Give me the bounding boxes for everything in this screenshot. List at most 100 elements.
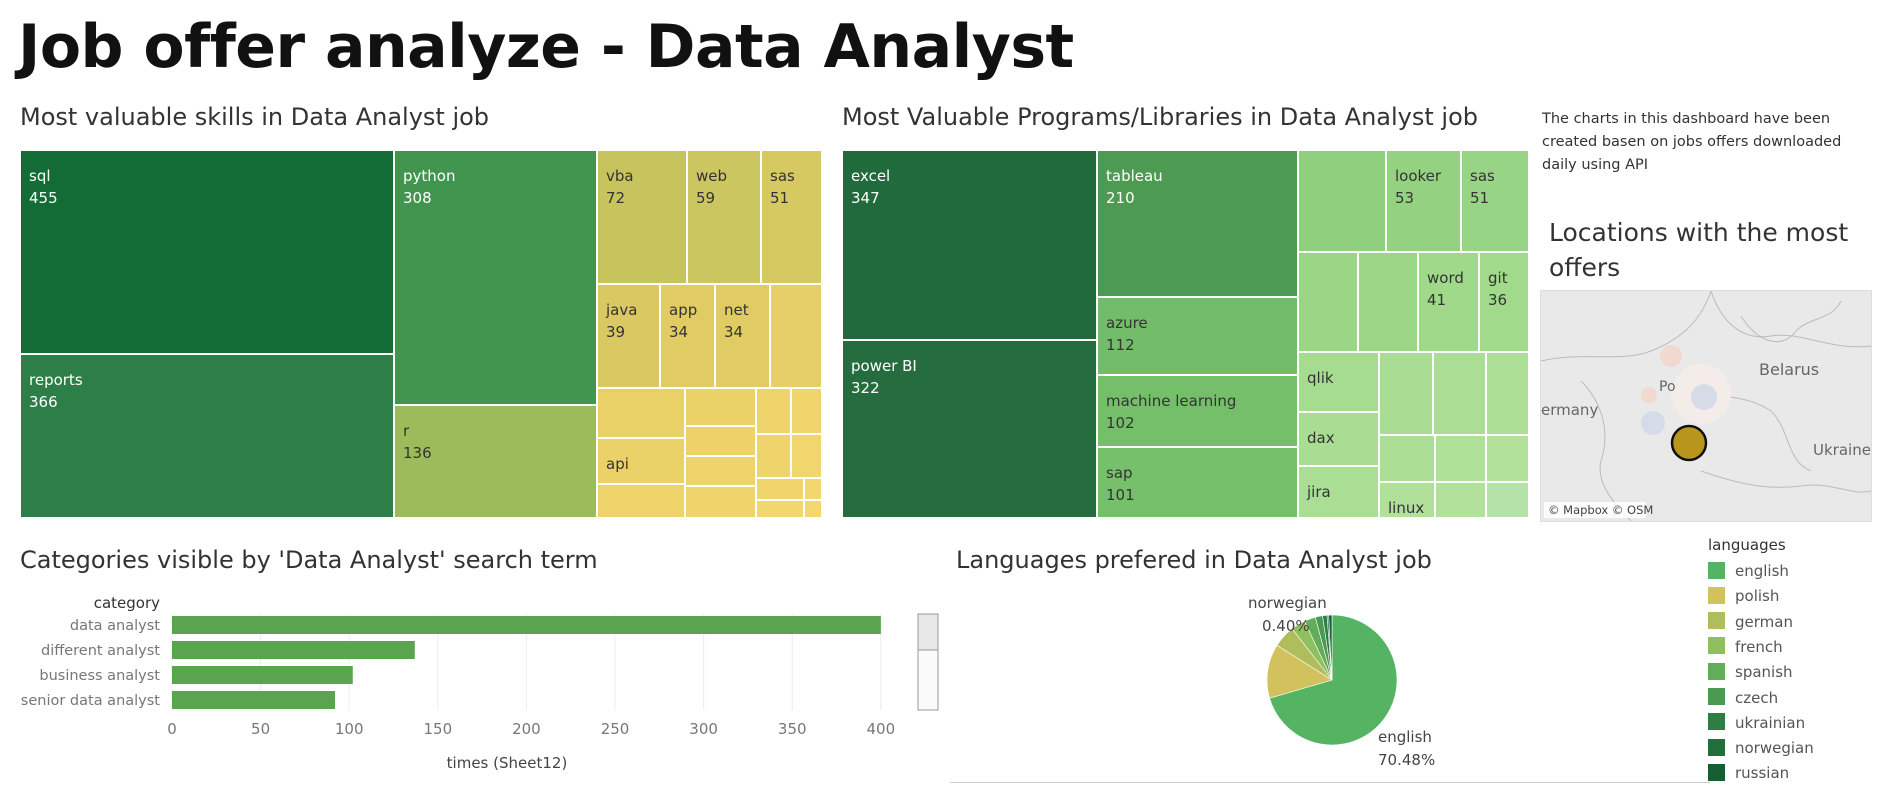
dashboard-title: Job offer analyze - Data Analyst [18,12,1074,82]
legend-label: czech [1735,688,1779,707]
treemap-cell-sas[interactable]: sas 51 [761,150,822,284]
bar-senior-data-analyst[interactable] [172,691,336,709]
pie-slice-russian[interactable] [1328,614,1333,681]
treemap-cell[interactable] [685,456,756,486]
treemap-cell-machine-learning[interactable]: machine learning 102 [1097,375,1298,447]
treemap-cell-dax[interactable]: dax [1298,412,1379,466]
treemap-cell[interactable] [756,434,791,478]
treemap-cell[interactable] [685,426,756,456]
legend-swatch [1708,688,1725,705]
skills-chart-title: Most valuable skills in Data Analyst job [20,103,490,131]
languages-pie-chart: norwegian 0.40% english 70.48% [1248,594,1435,769]
treemap-cell[interactable] [804,478,822,500]
treemap-cell[interactable] [685,388,756,426]
treemap-cell-label: net 34 [724,301,749,341]
treemap-cell-net[interactable]: net 34 [715,284,770,388]
legend-item-english[interactable]: english [1708,560,1789,582]
treemap-cell-jira[interactable]: jira [1298,466,1379,518]
treemap-cell[interactable] [1433,352,1486,435]
treemap-cell[interactable] [756,500,804,518]
bar-different-analyst[interactable] [172,641,415,659]
legend-item-czech[interactable]: czech [1708,687,1778,709]
legend-item-spanish[interactable]: spanish [1708,661,1793,683]
treemap-cell-azure[interactable]: azure 112 [1097,297,1298,375]
legend-swatch [1708,637,1725,655]
treemap-cell[interactable] [791,434,822,478]
legend-item-french[interactable]: french [1708,636,1783,658]
treemap-cell-word[interactable]: word 41 [1418,252,1479,352]
treemap-cell-reports[interactable]: reports 366 [20,354,394,518]
map-highlight-bubble[interactable] [1670,424,1708,462]
treemap-cell[interactable] [1379,435,1435,482]
treemap-cell-label: tableau 210 [1106,167,1163,207]
treemap-cell[interactable] [1435,435,1486,482]
treemap-cell[interactable] [756,478,804,500]
treemap-cell-label: app 34 [669,301,698,341]
treemap-cell[interactable] [791,388,822,434]
map-bubble[interactable] [1660,345,1682,367]
treemap-cell[interactable] [770,284,822,388]
treemap-cell-web[interactable]: web 59 [687,150,761,284]
treemap-cell[interactable] [756,388,791,434]
treemap-cell[interactable] [1435,482,1486,518]
treemap-cell-sas[interactable]: sas 51 [1461,150,1529,252]
legend-item-german[interactable]: german [1708,611,1793,633]
skills-treemap[interactable]: sql 455 reports 366 python 308 r 136 vba 72 w… [20,150,822,518]
pie-label-norwegian-name: norwegian [1248,594,1327,612]
treemap-cell-label: reports 366 [29,371,83,411]
programs-treemap[interactable]: excel 347 power BI 322 tableau 210 azure 11… [842,150,1529,518]
treemap-cell-qlik[interactable]: qlik [1298,352,1379,412]
treemap-cell-git[interactable]: git 36 [1479,252,1529,352]
treemap-cell-label: linux [1388,499,1425,517]
map-label-poland: Po [1659,379,1676,395]
pie-slice-polish[interactable] [1266,644,1333,699]
map-bubble[interactable] [1641,387,1657,403]
treemap-cell-sap[interactable]: sap 101 [1097,447,1298,518]
treemap-cell[interactable] [597,484,685,518]
treemap-cell-r[interactable]: r 136 [394,405,597,518]
bar-data-analyst[interactable] [172,616,881,634]
categories-bar-chart: category data analyst different analyst bu… [21,594,939,772]
treemap-cell[interactable] [1298,252,1358,352]
locations-map[interactable]: Belarus Po ermany Ukraine © Mapbox © OSM [1540,290,1872,522]
treemap-cell-linux[interactable]: linux [1379,482,1435,518]
treemap-cell-tableau[interactable]: tableau 210 [1097,150,1298,297]
treemap-cell-excel[interactable]: excel 347 [842,150,1097,340]
map-label-germany: ermany [1541,401,1598,419]
legend-item-polish[interactable]: polish [1708,585,1779,607]
treemap-cell-looker[interactable]: looker 53 [1386,150,1461,252]
bar-business-analyst[interactable] [172,666,353,684]
legend-swatch [1708,586,1725,604]
treemap-cell-label: azure 112 [1106,314,1148,354]
legend-item-russian[interactable]: russian [1708,762,1789,784]
map-bubble[interactable] [1691,384,1717,410]
treemap-cell-label: jira [1307,483,1331,501]
treemap-cell[interactable] [1379,352,1433,435]
treemap-cell-app[interactable]: app 34 [660,284,715,388]
treemap-cell-label: dax [1307,429,1335,447]
treemap-cell-power-bi[interactable]: power BI 322 [842,340,1097,518]
programs-chart-title: Most Valuable Programs/Libraries in Data… [842,103,1478,131]
treemap-cell-label: sql 455 [29,167,58,207]
treemap-cell[interactable] [1486,435,1529,482]
treemap-cell[interactable] [804,500,822,518]
bar-scrollbar-thumb[interactable] [917,613,939,651]
categories-chart-title: Categories visible by 'Data Analyst' sea… [20,546,598,574]
treemap-cell[interactable] [597,388,685,438]
treemap-cell-sql[interactable]: sql 455 [20,150,394,354]
treemap-cell-label: sas 51 [1470,167,1495,207]
treemap-cell[interactable] [1486,352,1529,435]
treemap-cell-vba[interactable]: vba 72 [597,150,687,284]
treemap-cell-python[interactable]: python 308 [394,150,597,405]
map-bubble[interactable] [1641,411,1665,435]
legend-item-norwegian[interactable]: norwegian [1708,737,1814,759]
pie-slice-english[interactable] [1269,614,1398,746]
treemap-cell-java[interactable]: java 39 [597,284,660,388]
treemap-cell-api[interactable]: api [597,438,685,484]
treemap-cell[interactable] [685,486,756,518]
treemap-cell[interactable] [1358,252,1418,352]
legend-item-ukrainian[interactable]: ukrainian [1708,712,1805,734]
bar-x-tick-label: 150 [423,720,452,738]
treemap-cell[interactable] [1486,482,1529,518]
treemap-cell[interactable] [1298,150,1386,252]
